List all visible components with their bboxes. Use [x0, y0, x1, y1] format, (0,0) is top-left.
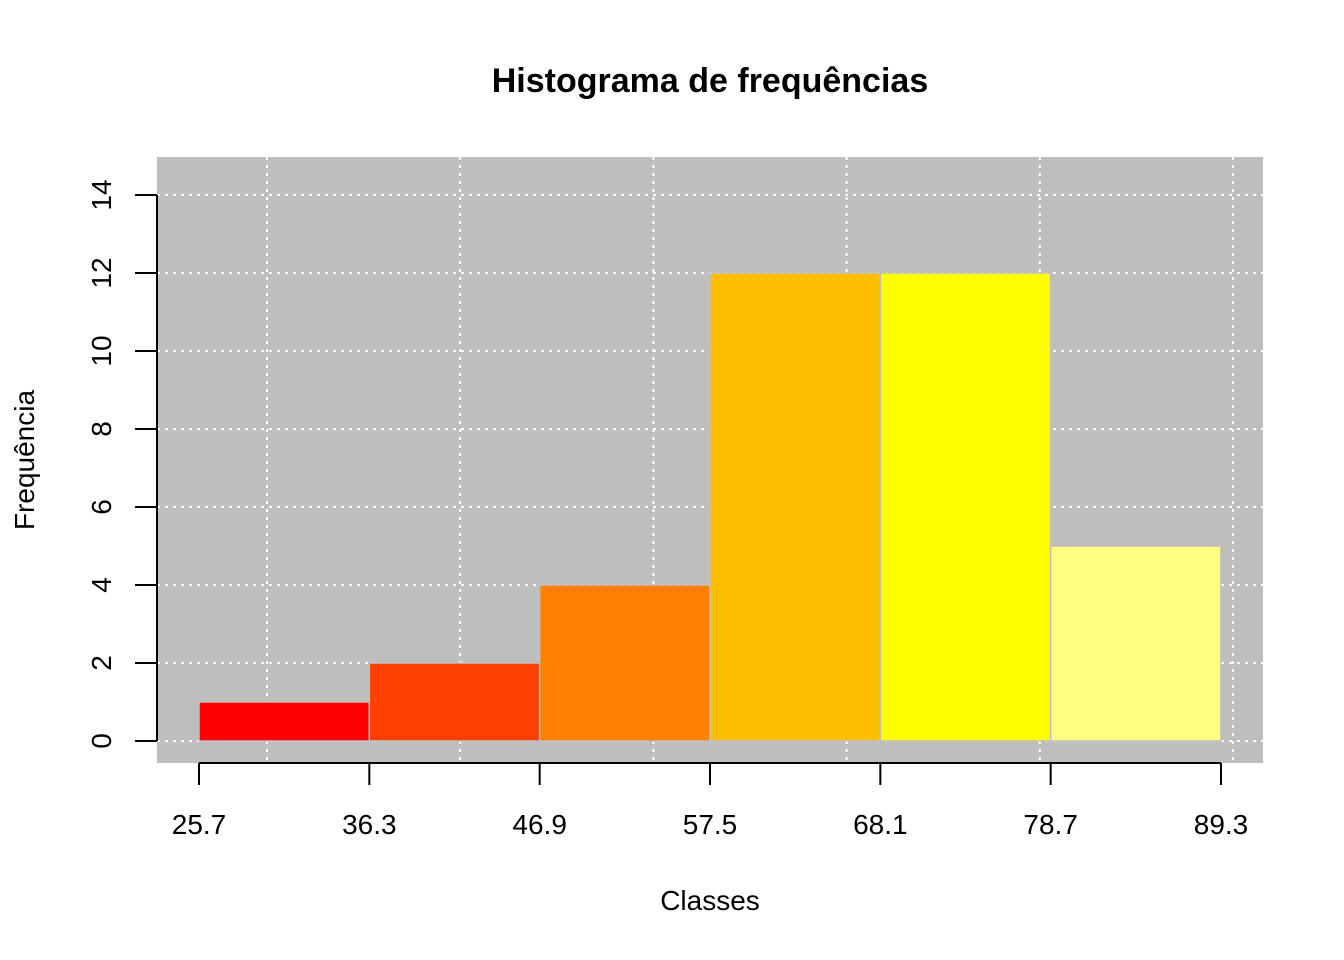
x-tick-label: 36.3 [342, 809, 397, 840]
y-tick-label: 14 [86, 179, 117, 210]
y-tick-label: 0 [86, 733, 117, 749]
bars-layer [198, 272, 1222, 742]
x-tick-label: 68.1 [853, 809, 908, 840]
y-tick-label: 12 [86, 257, 117, 288]
histogram-bar [538, 584, 711, 742]
histogram-bar [709, 272, 882, 742]
histogram-bar [198, 701, 371, 742]
x-tick-label: 89.3 [1194, 809, 1249, 840]
x-tick-label: 78.7 [1023, 809, 1078, 840]
y-axis-label: Frequência [9, 390, 40, 531]
axes-layer: 25.7 36.3 46.9 57.5 68.1 78.7 89.3 0 2 4 6 8 10 12 14 [86, 179, 1248, 840]
y-tick-label: 4 [86, 577, 117, 593]
x-tick-label: 57.5 [683, 809, 738, 840]
x-axis-label: Classes [660, 885, 760, 916]
y-tick-label: 2 [86, 655, 117, 671]
y-tick-label: 6 [86, 499, 117, 515]
histogram-bar [1049, 545, 1222, 742]
y-tick-label: 10 [86, 335, 117, 366]
x-tick-label: 25.7 [172, 809, 227, 840]
x-tick-label: 46.9 [512, 809, 567, 840]
y-tick-label: 8 [86, 421, 117, 437]
chart-title: Histograma de frequências [492, 62, 928, 100]
histogram-bar [879, 272, 1052, 742]
histogram-bar [368, 662, 541, 742]
